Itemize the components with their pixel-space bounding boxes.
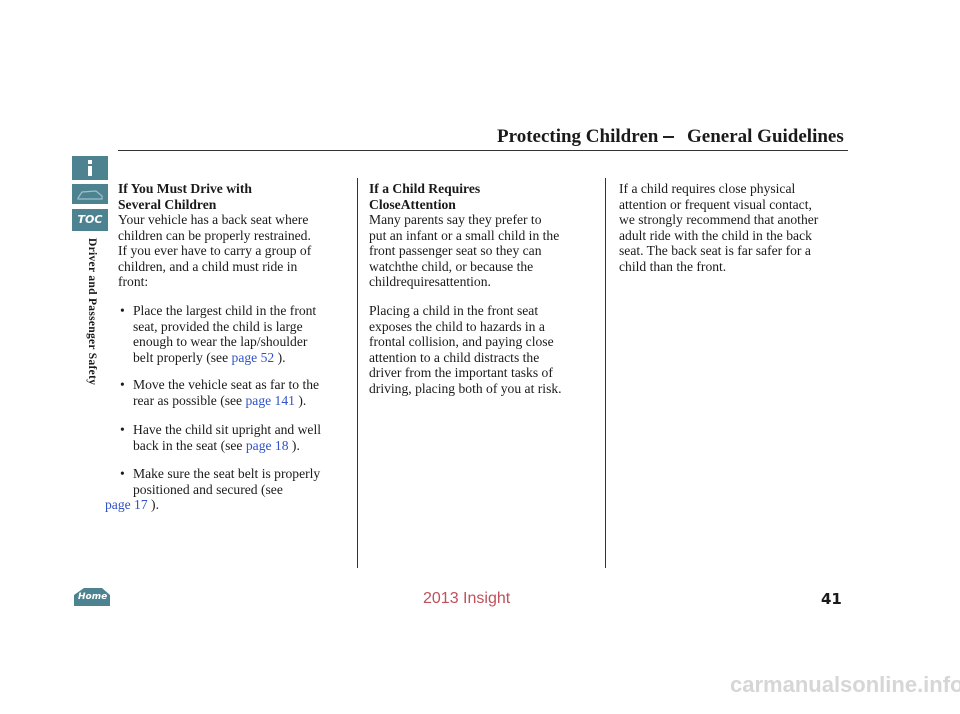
text-line: driver from the important tasks of bbox=[369, 365, 553, 381]
bullet-item: • Have the child sit upright and well back… bbox=[120, 422, 322, 454]
watermark: 2013 Insight bbox=[423, 590, 511, 607]
column-divider bbox=[605, 178, 606, 568]
bullet-dot: • bbox=[120, 377, 125, 392]
text-line: If a child requires close physical bbox=[619, 181, 796, 196]
text-line: enough to wear the lap/shoulder bbox=[133, 334, 308, 350]
text-line: attention to a child distracts the bbox=[369, 349, 540, 365]
header-rule bbox=[118, 150, 848, 151]
text-line: Have the child sit upright and well bbox=[133, 422, 322, 437]
text-line: back in the seat (see page 18 ). bbox=[133, 438, 321, 454]
column2-para1: Many parents say they prefer to put an i… bbox=[369, 212, 559, 290]
text-line: front: bbox=[118, 274, 149, 290]
column2-para2: Placing a child in the front seat expose… bbox=[369, 303, 562, 397]
text-line: positioned and secured (see bbox=[133, 481, 283, 497]
text-line: Many parents say they prefer to bbox=[369, 212, 542, 227]
text-line: front passenger seat so they can bbox=[369, 243, 542, 259]
site-footer: carmanualsonline.info bbox=[730, 672, 960, 697]
text-line: Placing a child in the front seat bbox=[369, 303, 539, 318]
column2-heading: If a Child Requires CloseAttention bbox=[369, 181, 480, 212]
car-icon[interactable] bbox=[72, 184, 108, 204]
text-line: watchthe child, or because the bbox=[369, 258, 534, 274]
text-line: attention or frequent visual contact, bbox=[619, 196, 812, 212]
bullet-item: • Make sure the seat belt is properly posi… bbox=[105, 466, 321, 513]
bullet-dot: • bbox=[120, 303, 125, 318]
link-prefix: rear as possible (see bbox=[133, 392, 246, 408]
text-line: childrequiresattention. bbox=[369, 274, 491, 290]
text-line: child than the front. bbox=[619, 258, 727, 274]
heading-line: If You Must Drive with bbox=[118, 181, 252, 196]
text-line: we strongly recommend that another bbox=[619, 212, 819, 228]
heading-line: If a Child Requires bbox=[369, 181, 481, 196]
bullet-item: • Move the vehicle seat as far to the rear… bbox=[120, 377, 320, 409]
text-line: rear as possible (see page 141 ). bbox=[133, 393, 319, 409]
home-icon[interactable] bbox=[72, 587, 112, 607]
link-prefix: belt properly (see bbox=[133, 349, 232, 365]
link-suffix: ). bbox=[288, 437, 300, 453]
text-line: Make sure the seat belt is properly bbox=[133, 466, 321, 481]
link-suffix: ). bbox=[147, 497, 159, 513]
link-suffix: ). bbox=[294, 392, 307, 408]
bullet-item: • Place the largest child in the front sea… bbox=[120, 303, 317, 366]
text-line: If you ever have to carry a group of bbox=[118, 243, 312, 259]
sidebar-icons bbox=[72, 156, 108, 231]
column3-para1: If a child requires close physical atten… bbox=[619, 181, 818, 275]
bullet-dot: • bbox=[120, 466, 125, 481]
text-line: Place the largest child in the front bbox=[133, 303, 317, 318]
text-line: seat, provided the child is large bbox=[133, 318, 303, 334]
link-suffix: ). bbox=[274, 349, 286, 365]
home-label[interactable]: Home bbox=[78, 592, 108, 602]
text-line: children, and a child must ride in bbox=[118, 258, 298, 274]
link-prefix: back in the seat (see bbox=[133, 437, 246, 453]
column1-heading: If You Must Drive with Several Children bbox=[118, 181, 252, 212]
heading-line: CloseAttention bbox=[369, 196, 456, 212]
text-line: adult ride with the child in the back bbox=[619, 227, 812, 243]
page-link[interactable]: page 17 bbox=[105, 497, 148, 513]
text-line: exposes the child to hazards in a bbox=[369, 318, 545, 334]
text-line: Your vehicle has a back seat where bbox=[118, 212, 309, 227]
heading-line: Several Children bbox=[118, 196, 217, 212]
page-link[interactable]: page 18 bbox=[245, 437, 289, 453]
page-link[interactable]: page 141 bbox=[245, 392, 295, 408]
section-label: Driver and Passenger Safety bbox=[86, 238, 98, 386]
header-subtitle: General Guidelines bbox=[687, 126, 844, 147]
toc-label[interactable]: TOC bbox=[77, 213, 103, 226]
column1-intro: Your vehicle has a back seat where child… bbox=[118, 212, 311, 290]
bullet-dot: • bbox=[120, 422, 125, 437]
text-line: seat. The back seat is far safer for a bbox=[619, 243, 811, 259]
text-line: frontal collision, and paying close bbox=[369, 334, 554, 350]
text-line: page 17 ). bbox=[105, 497, 320, 513]
header-title: Protecting Children bbox=[497, 126, 659, 147]
text-line: belt properly (see page 52 ). bbox=[133, 350, 316, 366]
toc-icon[interactable] bbox=[72, 209, 108, 231]
page-link[interactable]: page 52 bbox=[231, 349, 275, 365]
text-line: children can be properly restrained. bbox=[118, 227, 311, 243]
text-line: put an infant or a small child in the bbox=[369, 227, 560, 243]
page-number: 41 bbox=[821, 590, 842, 608]
text-line: driving, placing both of you at risk. bbox=[369, 380, 562, 396]
text-line: Move the vehicle seat as far to the bbox=[133, 377, 320, 392]
title-dash bbox=[663, 136, 674, 138]
column-divider bbox=[357, 178, 358, 568]
